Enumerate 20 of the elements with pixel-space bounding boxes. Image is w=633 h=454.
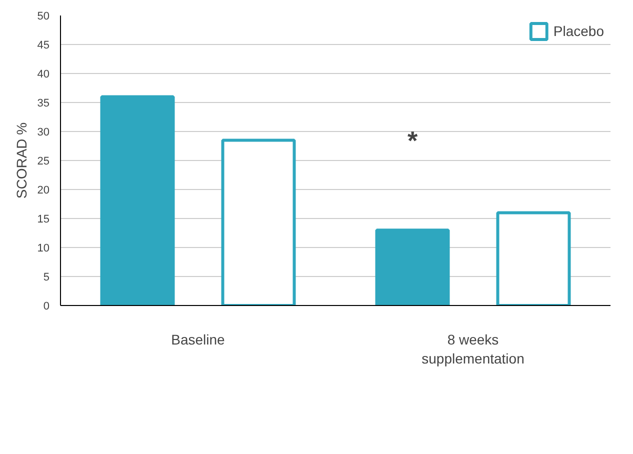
bar — [100, 95, 175, 306]
x-tick-label: 8 weeks supplementation — [422, 332, 524, 367]
x-tick-label: Baseline — [171, 332, 226, 348]
y-axis-title: SCORAD % — [13, 122, 30, 199]
y-tick-label: 50 — [37, 10, 50, 22]
y-tick-label: 25 — [37, 156, 50, 168]
bar — [375, 228, 450, 306]
annotation: * — [407, 126, 418, 156]
y-tick-label: 15 — [37, 214, 50, 226]
y-tick-label: 40 — [37, 68, 50, 80]
y-tick-label: 10 — [37, 242, 50, 254]
y-tick-label: 0 — [43, 300, 50, 312]
legend-label: Placebo — [553, 23, 604, 39]
bar — [221, 138, 296, 306]
y-tick-label: 20 — [37, 184, 50, 196]
bar — [496, 211, 571, 306]
y-tick-label: 5 — [43, 272, 50, 284]
y-tick-label: 45 — [37, 40, 50, 52]
y-tick-label: 35 — [37, 98, 50, 110]
y-tick-label: 30 — [37, 126, 50, 138]
